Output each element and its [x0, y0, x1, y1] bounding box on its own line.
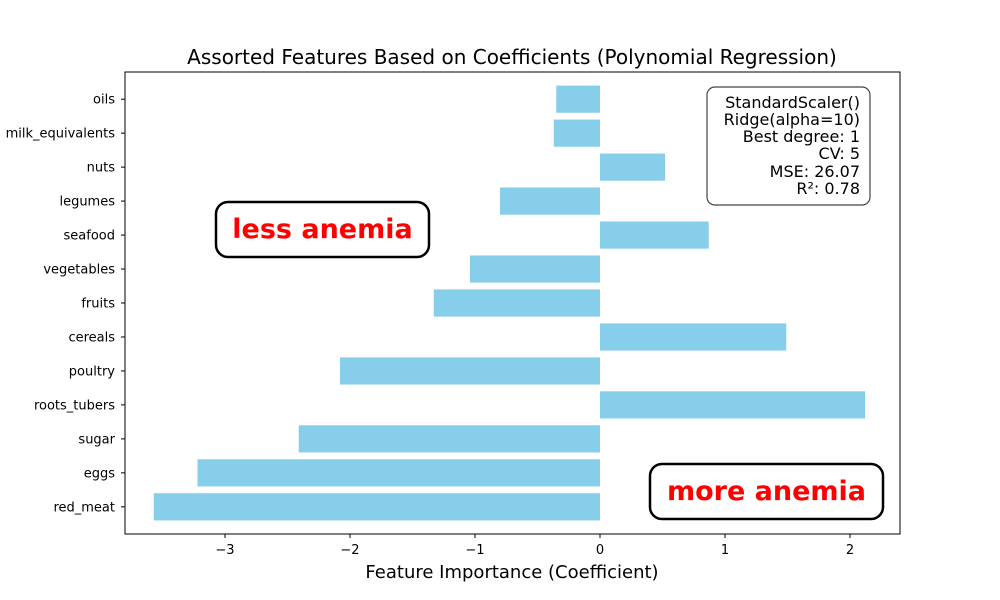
- annotation-more-anemia-text: more anemia: [667, 476, 866, 507]
- y-tick-label: seafood: [64, 229, 115, 244]
- x-tick-label: 2: [846, 543, 854, 558]
- y-tick-label: eggs: [84, 466, 116, 481]
- bar-nuts: [600, 153, 665, 181]
- x-tick-label: −3: [215, 543, 234, 558]
- x-tick-label: −1: [465, 543, 484, 558]
- bar-cereals: [600, 323, 787, 351]
- annotation-more-anemia-frame: [648, 462, 885, 521]
- info-box-frame: [706, 86, 871, 206]
- info-line-mse: MSE: 26.07: [770, 162, 860, 181]
- bar-roots-tubers: [600, 391, 865, 419]
- y-tick-label: nuts: [87, 161, 116, 176]
- bar-legumes: [500, 187, 600, 215]
- bar-seafood: [600, 221, 709, 249]
- x-tick-label: 0: [596, 543, 604, 558]
- y-tick-label: legumes: [59, 195, 115, 210]
- bar-poultry: [340, 357, 600, 385]
- y-tick-label: poultry: [69, 364, 115, 379]
- bar-milk-equivalents: [553, 119, 600, 147]
- y-tick-label: milk_equivalents: [6, 127, 116, 142]
- annotation-less-anemia-frame: [214, 200, 431, 259]
- info-line-degree: Best degree: 1: [743, 127, 860, 146]
- annotation-more-anemia: more anemia: [648, 462, 885, 521]
- annotation-less-anemia: less anemia: [214, 200, 431, 259]
- bar-fruits: [433, 289, 600, 317]
- bars-layer: [153, 85, 865, 521]
- y-tick-label: red_meat: [53, 500, 115, 515]
- annotation-less-anemia-text: less anemia: [232, 214, 412, 245]
- bar-red-meat: [153, 493, 600, 521]
- y-tick-label: oils: [93, 93, 115, 108]
- y-tick-label: roots_tubers: [34, 398, 115, 413]
- info-line-scaler: StandardScaler(): [725, 93, 860, 112]
- y-tick-label: vegetables: [43, 263, 115, 278]
- info-line-r2: R²: 0.78: [796, 179, 860, 198]
- x-axis-ticks: −3 −2 −1 0 1 2: [215, 534, 854, 558]
- x-tick-label: 1: [721, 543, 729, 558]
- y-tick-label: cereals: [68, 330, 115, 345]
- x-axis-label: Feature Importance (Coefficient): [365, 562, 658, 583]
- x-tick-label: −2: [340, 543, 359, 558]
- info-line-cv: CV: 5: [819, 144, 860, 163]
- bar-oils: [556, 85, 600, 113]
- bar-sugar: [298, 425, 600, 453]
- y-tick-label: fruits: [81, 297, 115, 312]
- info-box: StandardScaler() Ridge(alpha=10) Best de…: [706, 86, 871, 206]
- y-tick-label: sugar: [78, 432, 115, 447]
- y-axis-ticks: red_meat eggs sugar roots_tubers poultry cere…: [6, 93, 125, 515]
- bar-vegetables: [470, 255, 600, 283]
- chart-title: Assorted Features Based on Coefficients …: [187, 45, 837, 69]
- bar-eggs: [197, 459, 600, 487]
- info-line-model: Ridge(alpha=10): [724, 110, 860, 129]
